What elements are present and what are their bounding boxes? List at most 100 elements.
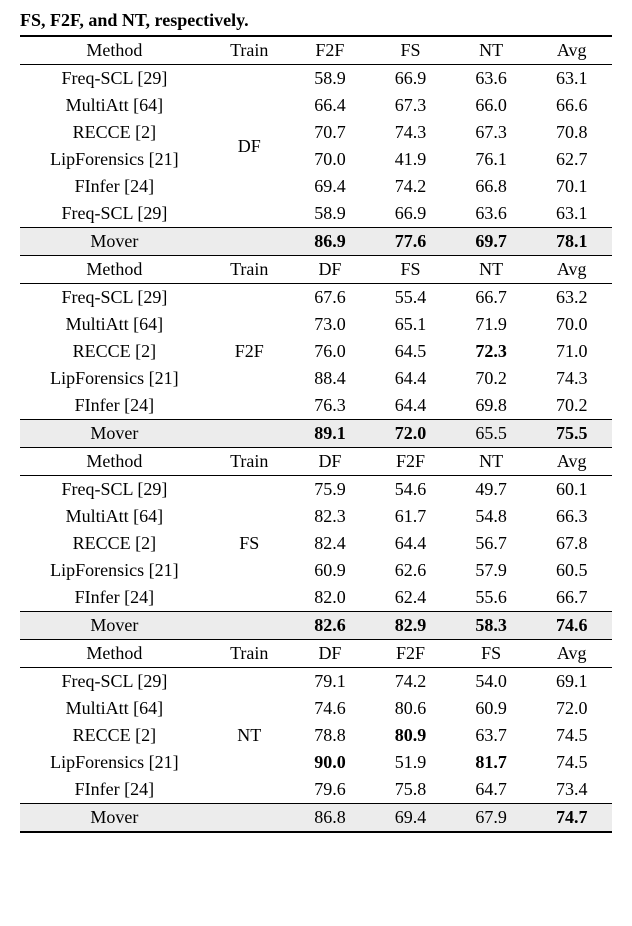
value-cell: 65.5 bbox=[451, 420, 532, 448]
value-cell: 62.7 bbox=[531, 146, 612, 173]
value-cell: 86.9 bbox=[290, 228, 371, 256]
method-cell: Freq-SCL [29] bbox=[20, 476, 209, 504]
train-cell: FS bbox=[209, 476, 290, 612]
column-header: Train bbox=[209, 448, 290, 476]
method-cell: FInfer [24] bbox=[20, 776, 209, 804]
train-cell-empty bbox=[209, 228, 290, 256]
value-cell: 70.7 bbox=[290, 119, 371, 146]
value-cell: 70.8 bbox=[531, 119, 612, 146]
value-cell: 76.1 bbox=[451, 146, 532, 173]
value-cell: 61.7 bbox=[370, 503, 451, 530]
column-header: Train bbox=[209, 640, 290, 668]
column-header: F2F bbox=[290, 36, 371, 65]
column-header: F2F bbox=[370, 448, 451, 476]
value-cell: 74.2 bbox=[370, 173, 451, 200]
column-header: FS bbox=[370, 36, 451, 65]
column-header: Method bbox=[20, 448, 209, 476]
value-cell: 67.8 bbox=[531, 530, 612, 557]
value-cell: 41.9 bbox=[370, 146, 451, 173]
value-cell: 54.6 bbox=[370, 476, 451, 504]
value-cell: 56.7 bbox=[451, 530, 532, 557]
method-cell: LipForensics [21] bbox=[20, 365, 209, 392]
column-header: Avg bbox=[531, 256, 612, 284]
value-cell: 74.6 bbox=[290, 695, 371, 722]
value-cell: 75.9 bbox=[290, 476, 371, 504]
value-cell: 63.1 bbox=[531, 65, 612, 93]
value-cell: 69.4 bbox=[370, 804, 451, 833]
column-header: NT bbox=[451, 256, 532, 284]
method-cell: Mover bbox=[20, 228, 209, 256]
value-cell: 69.7 bbox=[451, 228, 532, 256]
column-header: DF bbox=[290, 448, 371, 476]
value-cell: 75.8 bbox=[370, 776, 451, 804]
value-cell: 66.8 bbox=[451, 173, 532, 200]
method-cell: Mover bbox=[20, 420, 209, 448]
value-cell: 70.1 bbox=[531, 173, 612, 200]
value-cell: 74.7 bbox=[531, 804, 612, 833]
value-cell: 65.1 bbox=[370, 311, 451, 338]
column-header: Avg bbox=[531, 448, 612, 476]
method-cell: RECCE [2] bbox=[20, 722, 209, 749]
column-header: Method bbox=[20, 256, 209, 284]
column-header: Train bbox=[209, 36, 290, 65]
method-cell: Freq-SCL [29] bbox=[20, 284, 209, 312]
value-cell: 63.7 bbox=[451, 722, 532, 749]
value-cell: 62.6 bbox=[370, 557, 451, 584]
value-cell: 74.5 bbox=[531, 722, 612, 749]
value-cell: 76.0 bbox=[290, 338, 371, 365]
value-cell: 70.0 bbox=[531, 311, 612, 338]
value-cell: 67.3 bbox=[370, 92, 451, 119]
method-cell: Mover bbox=[20, 612, 209, 640]
value-cell: 69.8 bbox=[451, 392, 532, 420]
method-cell: MultiAtt [64] bbox=[20, 311, 209, 338]
value-cell: 62.4 bbox=[370, 584, 451, 612]
column-header: Avg bbox=[531, 640, 612, 668]
train-cell: DF bbox=[209, 65, 290, 228]
method-cell: LipForensics [21] bbox=[20, 146, 209, 173]
column-header: Train bbox=[209, 256, 290, 284]
value-cell: 75.5 bbox=[531, 420, 612, 448]
value-cell: 76.3 bbox=[290, 392, 371, 420]
train-cell: NT bbox=[209, 668, 290, 804]
value-cell: 89.1 bbox=[290, 420, 371, 448]
value-cell: 80.6 bbox=[370, 695, 451, 722]
column-header: Avg bbox=[531, 36, 612, 65]
value-cell: 51.9 bbox=[370, 749, 451, 776]
value-cell: 54.8 bbox=[451, 503, 532, 530]
value-cell: 64.7 bbox=[451, 776, 532, 804]
value-cell: 67.6 bbox=[290, 284, 371, 312]
value-cell: 60.9 bbox=[290, 557, 371, 584]
method-cell: LipForensics [21] bbox=[20, 749, 209, 776]
method-cell: MultiAtt [64] bbox=[20, 695, 209, 722]
method-cell: Freq-SCL [29] bbox=[20, 668, 209, 696]
method-cell: Freq-SCL [29] bbox=[20, 200, 209, 228]
method-cell: FInfer [24] bbox=[20, 173, 209, 200]
value-cell: 70.2 bbox=[531, 392, 612, 420]
value-cell: 81.7 bbox=[451, 749, 532, 776]
table-caption: FS, F2F, and NT, respectively. bbox=[20, 10, 612, 31]
value-cell: 72.0 bbox=[531, 695, 612, 722]
column-header: DF bbox=[290, 640, 371, 668]
value-cell: 90.0 bbox=[290, 749, 371, 776]
value-cell: 82.9 bbox=[370, 612, 451, 640]
column-header: DF bbox=[290, 256, 371, 284]
value-cell: 63.1 bbox=[531, 200, 612, 228]
value-cell: 66.0 bbox=[451, 92, 532, 119]
column-header: FS bbox=[370, 256, 451, 284]
method-cell: Mover bbox=[20, 804, 209, 833]
value-cell: 64.4 bbox=[370, 392, 451, 420]
column-header: F2F bbox=[370, 640, 451, 668]
value-cell: 78.1 bbox=[531, 228, 612, 256]
value-cell: 67.9 bbox=[451, 804, 532, 833]
value-cell: 60.5 bbox=[531, 557, 612, 584]
value-cell: 54.0 bbox=[451, 668, 532, 696]
value-cell: 78.8 bbox=[290, 722, 371, 749]
value-cell: 64.5 bbox=[370, 338, 451, 365]
value-cell: 72.3 bbox=[451, 338, 532, 365]
value-cell: 73.0 bbox=[290, 311, 371, 338]
value-cell: 63.6 bbox=[451, 65, 532, 93]
value-cell: 74.5 bbox=[531, 749, 612, 776]
value-cell: 70.2 bbox=[451, 365, 532, 392]
value-cell: 58.3 bbox=[451, 612, 532, 640]
column-header: FS bbox=[451, 640, 532, 668]
